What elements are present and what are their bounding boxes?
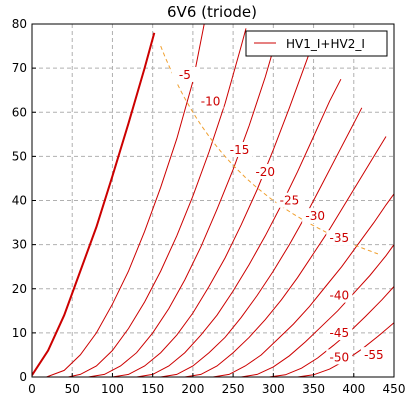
curve-vg-25 [136, 78, 342, 377]
curve-label-bg [226, 141, 253, 157]
curve-vg0 [32, 32, 156, 376]
curve-vg-45 [241, 244, 394, 377]
curve-labels: -5 -10 -15 -20 -25 -30 -35 -40 -45 -50 -55 [171, 66, 387, 365]
y-tick-label: 10 [12, 326, 27, 340]
legend-entry: HV1_I+HV2_I [286, 37, 365, 51]
curve-label-bg [197, 93, 224, 109]
curve-label-bg [360, 347, 387, 363]
curve-label: -35 [329, 231, 349, 245]
curve-label-bg [326, 349, 353, 365]
x-tick-label: 200 [181, 382, 204, 396]
curve-label-bg [326, 287, 353, 303]
x-tick-label: 100 [101, 382, 124, 396]
y-tick-label: 50 [12, 149, 27, 163]
curve-vg-10 [68, 28, 247, 377]
curve-vg-5 [46, 24, 205, 377]
x-tick-label: 450 [383, 382, 406, 396]
curve-label: -5 [179, 68, 191, 82]
curve-vg-35 [184, 136, 387, 377]
y-tick-label: 40 [12, 194, 27, 208]
curve-label: -45 [329, 326, 349, 340]
y-ticks: 0 10 20 30 40 50 60 70 80 [12, 17, 36, 384]
curve-vg-20 [112, 45, 313, 377]
curve-label: -10 [201, 94, 221, 108]
chart-title: 6V6 (triode) [167, 3, 257, 21]
curve-label-bg [171, 66, 198, 82]
y-tick-label: 60 [12, 105, 27, 119]
curve-label: -55 [364, 348, 384, 362]
x-tick-label: 350 [302, 382, 325, 396]
curve-label-bg [302, 208, 329, 224]
x-tick-label: 50 [65, 382, 80, 396]
y-tick-label: 80 [12, 17, 27, 31]
curve-label-bg [326, 325, 353, 341]
curve-vg-30 [160, 107, 363, 377]
x-tick-label: 150 [141, 382, 164, 396]
plot-area [32, 24, 394, 377]
curve-label: -15 [230, 143, 250, 157]
y-tick-label: 20 [12, 282, 27, 296]
curve-vg-50 [269, 286, 394, 377]
y-tick-label: 70 [12, 61, 27, 75]
curve-label-bg [252, 164, 279, 180]
y-tick-label: 0 [19, 370, 27, 384]
x-tick-label: 400 [342, 382, 365, 396]
curve-label-bg [276, 192, 303, 208]
y-tick-label: 30 [12, 238, 27, 252]
curve-label: -40 [329, 289, 349, 303]
x-tick-label: 300 [262, 382, 285, 396]
x-tick-label: 250 [222, 382, 245, 396]
legend: HV1_I+HV2_I [245, 30, 388, 57]
x-tick-label: 0 [28, 382, 36, 396]
curve-label: -50 [329, 350, 349, 364]
curve-label: -20 [255, 165, 275, 179]
curve-label-bg [326, 230, 353, 246]
curve-label: -25 [280, 194, 300, 208]
curve-label: -30 [305, 209, 325, 223]
curve-vg-40 [212, 193, 394, 377]
x-ticks: 0 50 100 150 200 250 300 350 400 450 [28, 373, 405, 396]
curve-vg-15 [88, 32, 279, 377]
